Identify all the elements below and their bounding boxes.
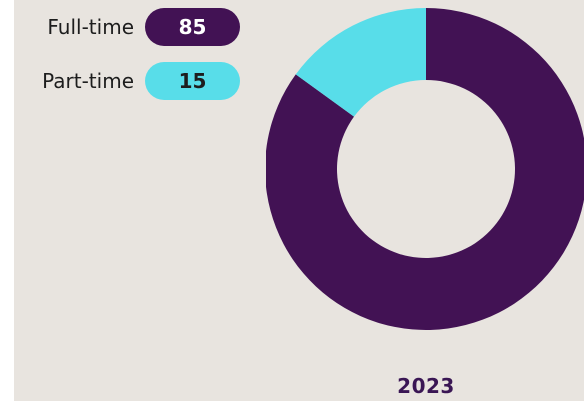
donut-chart xyxy=(266,8,584,330)
year-label: 2023 xyxy=(397,374,455,398)
legend-row-part-time: Part-time 15 xyxy=(0,62,250,100)
donut-slices xyxy=(266,8,584,330)
legend: Full-time 85 Part-time 15 xyxy=(0,8,250,116)
legend-value-part-time: 15 xyxy=(145,62,240,100)
legend-label-full-time: Full-time xyxy=(47,15,134,39)
legend-row-full-time: Full-time 85 xyxy=(0,8,250,46)
legend-label-part-time: Part-time xyxy=(42,69,134,93)
legend-value-full-time: 85 xyxy=(145,8,240,46)
white-edge-strip xyxy=(0,0,14,401)
donut-slice-full-time xyxy=(266,8,584,330)
donut-slice-part-time xyxy=(295,8,426,117)
